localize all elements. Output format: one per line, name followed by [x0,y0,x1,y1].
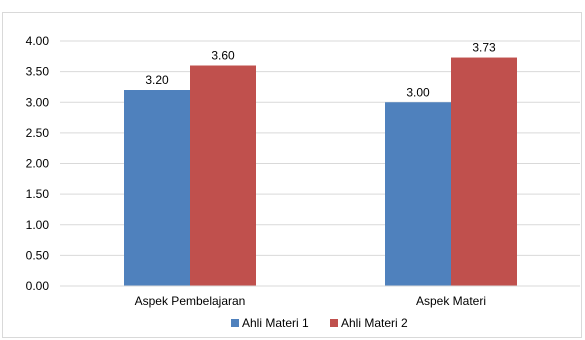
x-category-label: Aspek Pembelajaran [135,294,246,308]
y-tick-label: 0.00 [26,279,50,293]
y-tick-label: 0.50 [26,248,50,262]
data-label: 3.73 [472,41,496,55]
y-tick-label: 3.50 [26,65,50,79]
y-tick-label: 2.50 [26,126,50,140]
data-label: 3.00 [406,85,430,99]
data-label: 3.60 [211,49,235,63]
y-tick-label: 3.00 [26,95,50,109]
bar-ahli-materi-1-1 [385,102,451,286]
data-labels: 3.20 3.60 3.00 3.73 [145,41,496,100]
y-tick-label: 1.50 [26,187,50,201]
data-label: 3.20 [145,73,169,87]
y-axis-tick-labels: 0.00 0.50 1.00 1.50 2.00 2.50 3.00 3.50 4.00 [26,34,50,293]
bar-ahli-materi-1-0 [124,90,190,286]
legend-label: Ahli Materi 1 [242,316,309,330]
y-tick-label: 1.00 [26,218,50,232]
bar-ahli-materi-2-1 [451,57,517,286]
legend-swatch [330,319,338,327]
bars [124,57,517,286]
x-category-label: Aspek Materi [416,294,486,308]
bar-ahli-materi-2-0 [190,65,256,286]
y-tick-label: 2.00 [26,157,50,171]
y-tick-label: 4.00 [26,34,50,48]
legend-label: Ahli Materi 2 [341,316,408,330]
legend-swatch [231,319,239,327]
x-axis: Aspek Pembelajaran Aspek Materi [60,285,580,308]
legend: Ahli Materi 1 Ahli Materi 2 [231,316,408,330]
